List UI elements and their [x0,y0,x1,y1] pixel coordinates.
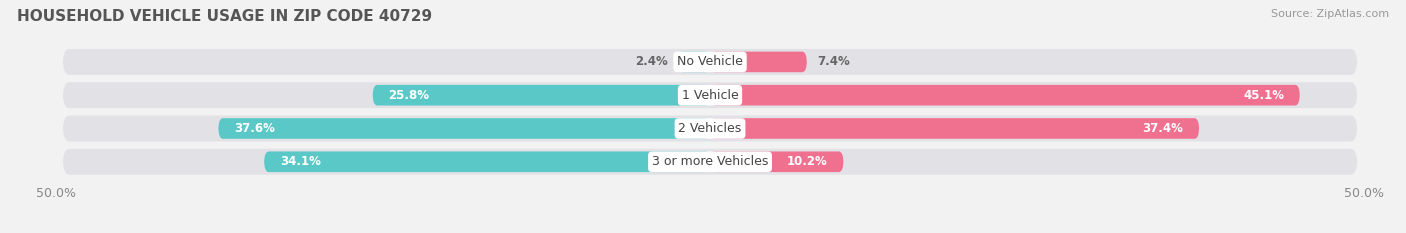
Text: 3 or more Vehicles: 3 or more Vehicles [652,155,768,168]
Text: 7.4%: 7.4% [817,55,851,69]
Text: 45.1%: 45.1% [1243,89,1284,102]
Text: HOUSEHOLD VEHICLE USAGE IN ZIP CODE 40729: HOUSEHOLD VEHICLE USAGE IN ZIP CODE 4072… [17,9,432,24]
FancyBboxPatch shape [218,118,710,139]
FancyBboxPatch shape [710,51,807,72]
Text: 2.4%: 2.4% [636,55,668,69]
Text: 1 Vehicle: 1 Vehicle [682,89,738,102]
Text: Source: ZipAtlas.com: Source: ZipAtlas.com [1271,9,1389,19]
FancyBboxPatch shape [63,82,1357,108]
FancyBboxPatch shape [710,85,1299,106]
FancyBboxPatch shape [63,149,1357,175]
Text: 34.1%: 34.1% [280,155,321,168]
FancyBboxPatch shape [710,151,844,172]
FancyBboxPatch shape [373,85,710,106]
Text: 2 Vehicles: 2 Vehicles [679,122,741,135]
Text: 10.2%: 10.2% [787,155,828,168]
Text: 25.8%: 25.8% [388,89,429,102]
FancyBboxPatch shape [63,116,1357,141]
FancyBboxPatch shape [710,118,1199,139]
Text: 37.6%: 37.6% [233,122,276,135]
FancyBboxPatch shape [264,151,710,172]
Text: No Vehicle: No Vehicle [678,55,742,69]
FancyBboxPatch shape [679,51,710,72]
Text: 37.4%: 37.4% [1143,122,1184,135]
FancyBboxPatch shape [63,49,1357,75]
